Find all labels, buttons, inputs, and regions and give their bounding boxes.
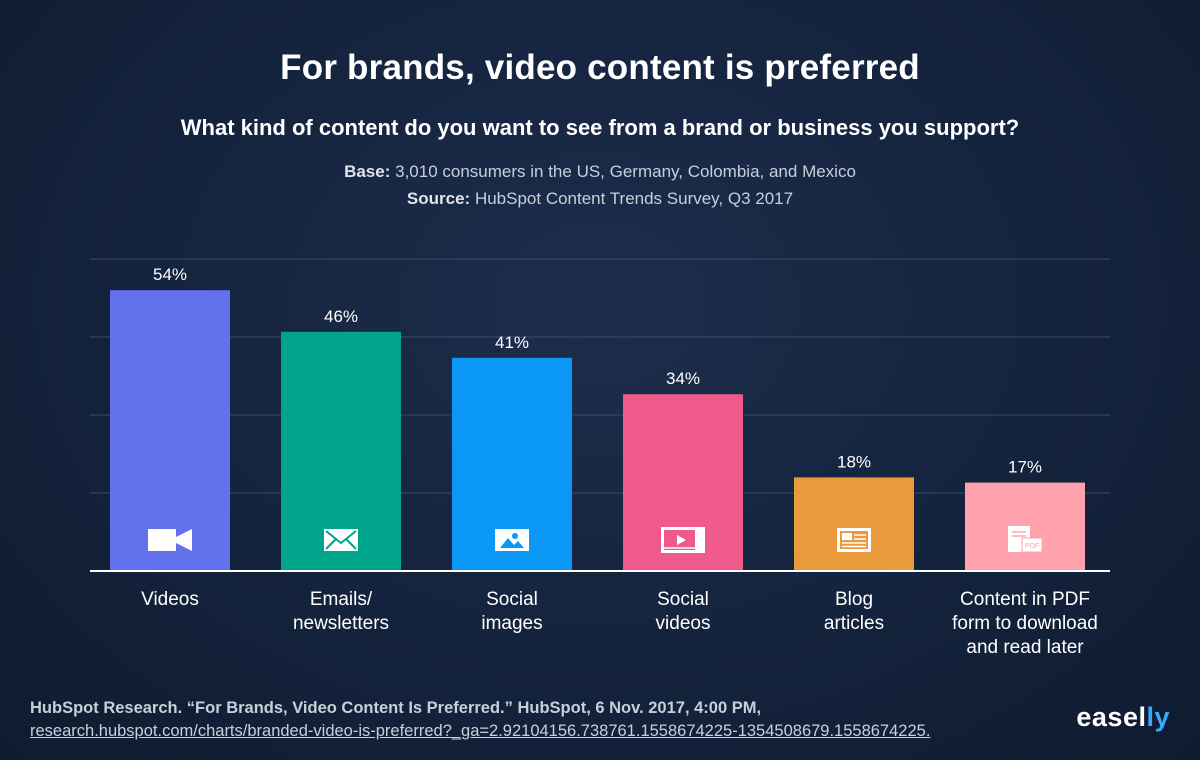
category-label: Content in PDF form to download and read l… [952, 589, 1098, 658]
category-label: Emails/newsletters [292, 589, 390, 634]
easelly-logo: easelly [1076, 702, 1170, 733]
source-text: HubSpot Content Trends Survey, Q3 2017 [474, 189, 794, 208]
citation-link[interactable]: research.hubspot.com/charts/branded-vide… [30, 722, 931, 740]
data-label: 34% [666, 369, 700, 388]
source-line: Source: HubSpot Content Trends Survey, Q… [0, 189, 1200, 209]
pdf-document-icon: PDF [1008, 526, 1043, 553]
bar [794, 477, 914, 571]
data-label: 41% [495, 333, 529, 352]
category-label: Social videos [655, 589, 711, 634]
data-label: 54% [153, 265, 187, 284]
chart-subtitle: What kind of content do you want to see … [180, 115, 1020, 140]
video-camera-icon [148, 529, 192, 551]
video-player-icon [661, 527, 705, 553]
category-label: Videos [141, 589, 199, 610]
category-label: Social images [481, 589, 543, 634]
citation-text: HubSpot Research. “For Brands, Video Con… [30, 699, 762, 717]
data-label: 46% [324, 307, 358, 326]
svg-text:PDF: PDF [1025, 543, 1039, 550]
category-label: Blog articles [823, 589, 885, 634]
envelope-icon [324, 529, 358, 551]
image-icon [495, 529, 529, 551]
base-line: Base: 3,010 consumers in the US, Germany… [0, 162, 1200, 182]
citation-footer: HubSpot Research. “For Brands, Video Con… [30, 697, 1040, 743]
source-label: Source: [406, 189, 471, 208]
data-label: 18% [837, 452, 871, 471]
bar [110, 290, 230, 571]
base-label: Base: [344, 162, 391, 181]
base-text: 3,010 consumers in the US, Germany, Colo… [395, 162, 856, 181]
article-icon [837, 528, 871, 552]
data-label: 17% [1008, 458, 1042, 477]
logo-main: easel [1076, 702, 1147, 732]
logo-accent: ly [1146, 702, 1170, 732]
chart-title: For brands, video content is preferred [280, 48, 920, 87]
